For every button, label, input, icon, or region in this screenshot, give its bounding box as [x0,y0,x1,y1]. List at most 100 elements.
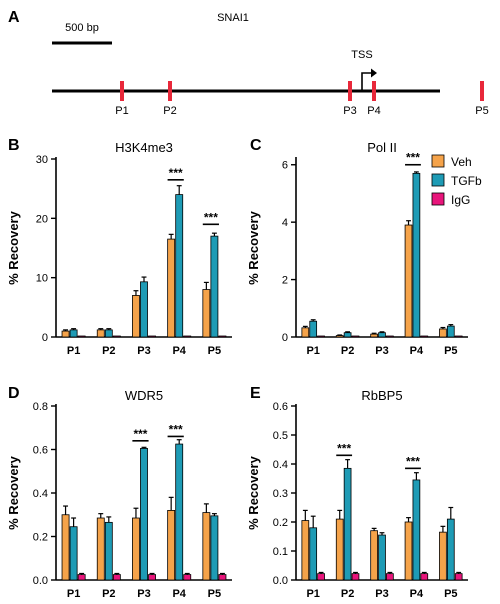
y-tick-label: 2 [282,275,288,287]
x-tick-label-p2: P2 [102,345,115,357]
bar-veh-p3 [370,530,378,581]
legend-swatch-tgfb [431,173,445,187]
bar-tgfb-p1 [309,320,318,338]
y-tick-label: 10 [36,273,48,285]
y-tick-label: 30 [36,154,48,166]
x-tick-label-p5: P5 [444,345,457,357]
bar-igg-p3 [386,573,394,581]
panel-a-gene-map: A SNAI1 500 bp TSS P1 P2 P3 P4 P5 [8,9,489,117]
y-tick-label: 0.4 [273,459,288,471]
bar-tgfb-p2 [343,332,352,338]
chart-title: RbBP5 [361,388,402,403]
legend: Veh TGFb IgG [431,154,482,207]
bar-igg-p1 [77,574,86,581]
site-label-p2: P2 [163,105,176,117]
y-tick-label: 0.6 [33,445,48,457]
y-axis-label: % Recovery [246,455,261,529]
bar-veh-p2 [96,329,105,338]
x-tick-label-p4: P4 [172,345,186,357]
site-marks: P1 P2 P3 P4 P5 [115,81,489,117]
panel-letter-d: D [8,385,20,402]
bar-igg-p1 [317,335,325,338]
y-tick-label: 0.3 [273,488,288,500]
site-mark-p3 [348,81,352,101]
bar-igg-p5 [454,573,463,581]
bar-tgfb-p4 [175,194,184,338]
bar-veh-p4 [404,521,413,581]
x-tick-label-p4: P4 [410,588,424,600]
site-label-p4: P4 [367,105,380,117]
bar-igg-p4 [183,335,192,338]
x-tick-label-p1: P1 [67,588,80,600]
bar-veh-p2 [335,335,344,338]
bar-igg-p3 [386,335,394,338]
bar-tgfb-p3 [378,332,386,338]
site-mark-p1 [120,81,124,101]
chart-title: WDR5 [125,388,163,403]
legend-label-veh: Veh [451,155,472,169]
bar-tgfb-p1 [309,527,318,581]
bar-veh-p1 [301,520,310,581]
bar-igg-p5 [218,574,227,581]
bar-veh-p5 [439,328,447,338]
bar-igg-p2 [351,335,360,338]
chart-title: H3K4me3 [115,140,173,155]
x-tick-label-p3: P3 [375,345,388,357]
bar-tgfb-p4 [412,172,421,338]
site-label-p5: P5 [475,105,488,117]
y-tick-label: 0.0 [273,575,288,587]
bar-veh-p5 [439,531,447,581]
bar-tgfb-p2 [104,521,113,581]
x-tick-label-p5: P5 [208,588,221,600]
bar-veh-p2 [96,517,105,581]
bar-veh-p4 [167,509,176,581]
x-tick-label-p3: P3 [137,345,150,357]
site-mark-p2 [168,81,172,101]
bar-igg-p2 [112,574,121,581]
bar-veh-p1 [61,514,70,581]
scale-bar-label: 500 bp [65,22,99,34]
y-tick-label: 0 [42,332,48,344]
bar-tgfb-p3 [140,448,148,581]
bar-veh-p5 [202,512,211,581]
bar-igg-p5 [218,335,227,338]
bar-tgfb-p5 [446,325,455,338]
legend-swatch-veh [431,154,445,168]
significance-label-p3: *** [133,427,147,441]
bar-igg-p2 [351,573,360,581]
x-tick-label-p1: P1 [306,588,319,600]
significance-label-p4: *** [406,151,420,165]
y-axis-label: % Recovery [246,210,261,284]
x-tick-label-p4: P4 [410,345,424,357]
bar-tgfb-p4 [175,443,184,581]
site-mark-p5 [480,81,484,101]
legend-label-igg: IgG [451,193,470,207]
bar-tgfb-p3 [140,281,148,338]
significance-label-p4: *** [406,454,420,468]
tss-arrow [361,68,377,91]
panel-letter-e: E [250,385,261,402]
bar-tgfb-p2 [343,467,352,581]
y-tick-label: 6 [282,160,288,172]
panel-letter-b: B [8,137,20,154]
bar-igg-p4 [420,335,429,338]
x-tick-label-p2: P2 [341,345,354,357]
bar-igg-p5 [454,335,463,338]
x-tick-label-p3: P3 [137,588,150,600]
bar-tgfb-p4 [412,479,421,581]
panel-letter-c: C [250,137,262,154]
bar-tgfb-p1 [69,526,78,581]
tss-label: TSS [351,49,372,61]
y-axis-label: % Recovery [6,210,21,284]
y-tick-label: 0.8 [33,401,48,413]
bar-tgfb-p2 [104,329,113,338]
chart-wdr5: D WDR5 % Recovery 0.0 0.2 0.4 0.6 0.8 P1 P2 P3 P4 P5… [6,385,232,600]
x-tick-label-p5: P5 [444,588,457,600]
y-tick-label: 0 [282,332,288,344]
chart-pol-ii: C Pol II % Recovery 0 2 4 6 P1 P2 P3 P4 P5 *** [246,137,468,357]
bar-tgfb-p3 [378,534,386,581]
bar-veh-p3 [132,517,140,581]
bar-veh-p1 [301,327,310,338]
x-tick-label-p5: P5 [208,345,221,357]
